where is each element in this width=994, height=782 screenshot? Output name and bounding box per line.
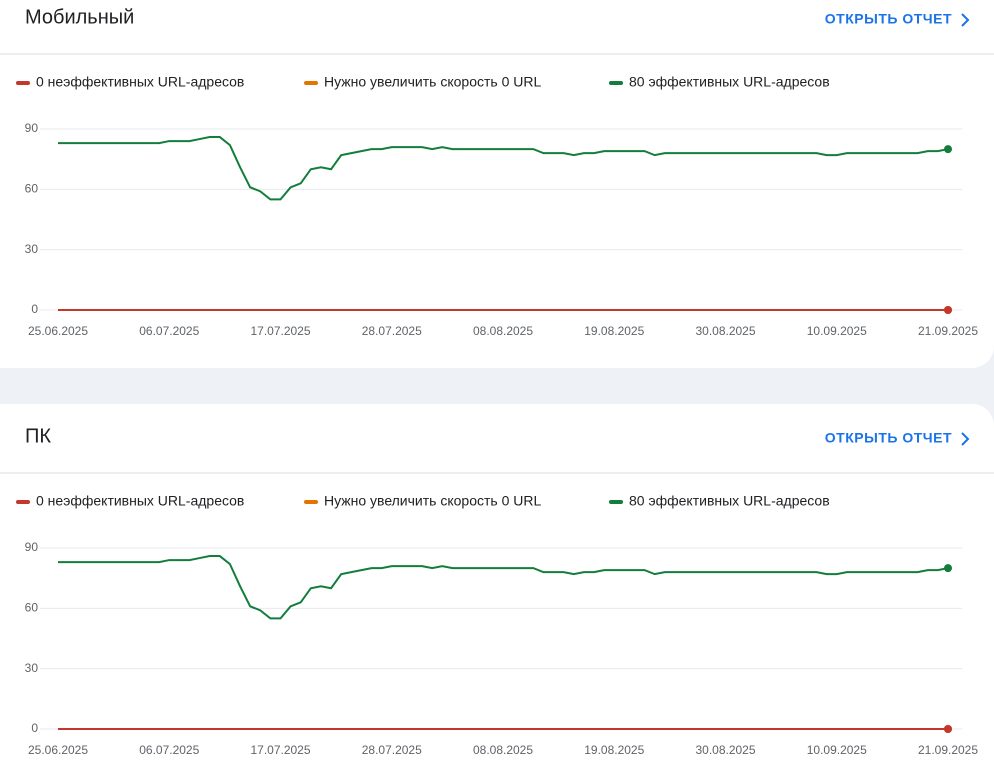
legend-label: 80 эффективных URL-адресов	[629, 493, 830, 509]
x-tick-label: 19.08.2025	[584, 743, 644, 757]
x-tick-label: 10.09.2025	[807, 324, 867, 338]
legend-label: Нужно увеличить скорость 0 URL	[324, 493, 541, 509]
x-tick-label: 06.07.2025	[139, 743, 199, 757]
x-tick-label: 28.07.2025	[362, 324, 422, 338]
x-tick-label: 25.06.2025	[28, 324, 88, 338]
y-tick-label: 30	[25, 242, 39, 256]
end-point	[944, 725, 952, 733]
report-card: Мобильный ОТКРЫТЬ ОТЧЕТ 0 неэффективных UR…	[0, 0, 994, 368]
legend-label: 0 неэффективных URL-адресов	[36, 493, 244, 509]
y-tick-label: 60	[25, 182, 39, 196]
legend-label: 0 неэффективных URL-адресов	[36, 74, 244, 90]
y-tick-label: 60	[25, 601, 39, 615]
x-tick-label: 21.09.2025	[918, 324, 978, 338]
open-report-link[interactable]: ОТКРЫТЬ ОТЧЕТ	[825, 11, 952, 27]
report-card: ПК ОТКРЫТЬ ОТЧЕТ 0 неэффективных URL-адрес…	[0, 404, 994, 782]
card-bg	[0, 0, 994, 368]
series-line	[58, 136, 949, 201]
x-tick-label: 28.07.2025	[362, 743, 422, 757]
y-tick-label: 0	[31, 302, 38, 316]
x-tick-label: 17.07.2025	[250, 324, 310, 338]
x-tick-label: 10.09.2025	[807, 743, 867, 757]
x-tick-label: 08.08.2025	[473, 324, 533, 338]
y-tick-label: 0	[31, 721, 38, 735]
end-point	[944, 564, 952, 573]
chevron-icon	[961, 13, 970, 27]
y-tick-label: 90	[25, 540, 39, 554]
legend-label: Нужно увеличить скорость 0 URL	[324, 74, 541, 90]
x-tick-label: 21.09.2025	[918, 743, 978, 757]
open-report-link[interactable]: ОТКРЫТЬ ОТЧЕТ	[825, 430, 952, 446]
series-line	[58, 555, 949, 620]
x-tick-label: 30.08.2025	[695, 324, 755, 338]
card-title: ПК	[25, 425, 51, 447]
chevron-icon	[961, 432, 970, 446]
end-point	[944, 145, 952, 154]
end-point	[944, 306, 952, 314]
card-bg	[0, 404, 994, 782]
x-tick-label: 19.08.2025	[584, 324, 644, 338]
card-title: Мобильный	[25, 6, 134, 28]
y-tick-label: 90	[25, 121, 39, 135]
x-tick-label: 17.07.2025	[250, 743, 310, 757]
x-tick-label: 08.08.2025	[473, 743, 533, 757]
x-tick-label: 30.08.2025	[695, 743, 755, 757]
legend-label: 80 эффективных URL-адресов	[629, 74, 830, 90]
x-tick-label: 25.06.2025	[28, 743, 88, 757]
x-tick-label: 06.07.2025	[139, 324, 199, 338]
y-tick-label: 30	[25, 661, 39, 675]
